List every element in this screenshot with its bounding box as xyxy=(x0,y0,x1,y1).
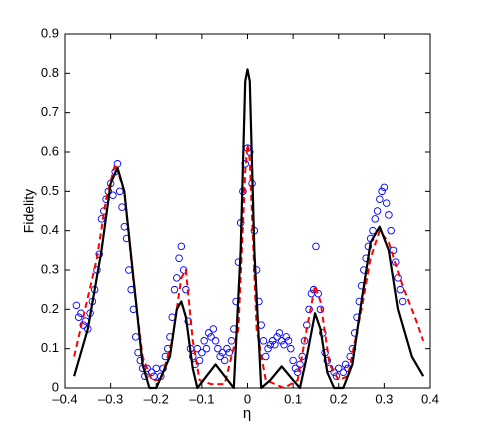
scatter-point xyxy=(398,297,407,306)
scatter-point xyxy=(332,372,341,380)
y-tick-label: 0.9 xyxy=(41,25,59,40)
scatter-point xyxy=(214,344,222,353)
scatter-point xyxy=(170,285,179,294)
scatter-point xyxy=(74,313,83,321)
scatter-point xyxy=(339,368,348,377)
x-tick-label: –0.2 xyxy=(144,391,169,406)
scatter-point xyxy=(280,340,288,349)
scatter-point xyxy=(193,344,202,353)
scatter-point xyxy=(371,215,380,223)
scatter-point xyxy=(259,337,268,345)
line xyxy=(73,68,425,390)
scatter-point xyxy=(323,356,332,365)
y-tick-label: 0.5 xyxy=(41,183,59,198)
scatter-point xyxy=(271,340,279,349)
scatter-point xyxy=(268,337,277,345)
x-tick-label: 0.3 xyxy=(375,391,393,406)
x-axis-label: η xyxy=(243,405,251,422)
scatter-point xyxy=(264,344,272,353)
y-tick-label: 0.6 xyxy=(41,143,59,158)
scatter-point xyxy=(312,242,320,251)
scatter-point xyxy=(204,329,213,337)
scatter-point xyxy=(216,352,224,361)
scatter-point xyxy=(341,360,350,369)
scatter-point xyxy=(182,285,190,294)
scatter-point xyxy=(255,297,263,306)
scatter-point xyxy=(188,352,197,361)
scatter-point xyxy=(291,364,300,373)
scatter-point xyxy=(72,301,81,310)
y-tick-label: 0.8 xyxy=(41,65,59,80)
scatter-point xyxy=(335,364,343,373)
scatter-point xyxy=(273,333,281,341)
scatter-point xyxy=(175,254,183,262)
scatter-point xyxy=(396,285,405,294)
scatter-point xyxy=(266,340,275,349)
y-tick-label: 0.7 xyxy=(41,104,59,119)
scatter-point xyxy=(287,344,295,353)
x-tick-label: –0.4 xyxy=(52,391,77,406)
scatter-point xyxy=(211,337,220,345)
y-axis-label: Fidelity xyxy=(21,189,37,233)
scatter-point xyxy=(373,207,382,215)
scatter-point xyxy=(376,195,384,203)
scatter-point xyxy=(179,266,188,274)
scatter-point xyxy=(364,242,373,251)
scatter-point xyxy=(220,356,229,365)
scatter-point xyxy=(173,274,181,282)
x-tick-label: 0.1 xyxy=(284,391,302,406)
x-tick-label: –0.1 xyxy=(189,391,214,406)
scatter-point xyxy=(282,333,291,341)
y-tick-label: 0.3 xyxy=(41,261,59,276)
y-tick-label: 0 xyxy=(52,379,59,394)
scatter-point xyxy=(289,356,297,365)
scatter-point xyxy=(319,329,327,337)
scatter-point xyxy=(115,187,124,196)
scatter-point xyxy=(225,348,233,357)
scatter-point xyxy=(202,344,211,353)
x-tick-label: 0.2 xyxy=(330,391,348,406)
scatter-point xyxy=(380,183,389,192)
scatter-point xyxy=(330,368,338,377)
scatter-point xyxy=(198,348,206,357)
y-tick-label: 0.4 xyxy=(41,222,59,237)
x-tick-label: –0.3 xyxy=(98,391,123,406)
y-tick-label: 0.2 xyxy=(41,301,59,316)
scatter-point xyxy=(293,368,302,377)
scatter-point xyxy=(209,325,218,333)
x-tick-label: 0.4 xyxy=(421,391,439,406)
scatter-point xyxy=(385,211,393,219)
scatter-point xyxy=(316,305,325,314)
scatter-point xyxy=(387,226,395,235)
scatter-point xyxy=(79,321,87,329)
scatter-point xyxy=(382,199,391,207)
scatter-point xyxy=(284,337,293,345)
scatter-point xyxy=(223,344,231,353)
scatter-point xyxy=(136,356,145,365)
scatter-point xyxy=(378,187,386,196)
scatter-point xyxy=(314,289,322,298)
scatter-point xyxy=(200,337,208,345)
scatter-point xyxy=(147,368,156,377)
scatter-point xyxy=(177,242,186,251)
scatter-point xyxy=(207,333,215,341)
x-tick-label: 0 xyxy=(244,391,251,406)
scatter-point xyxy=(275,329,284,337)
scatter-point xyxy=(362,254,370,262)
y-tick-label: 0.1 xyxy=(41,340,59,355)
